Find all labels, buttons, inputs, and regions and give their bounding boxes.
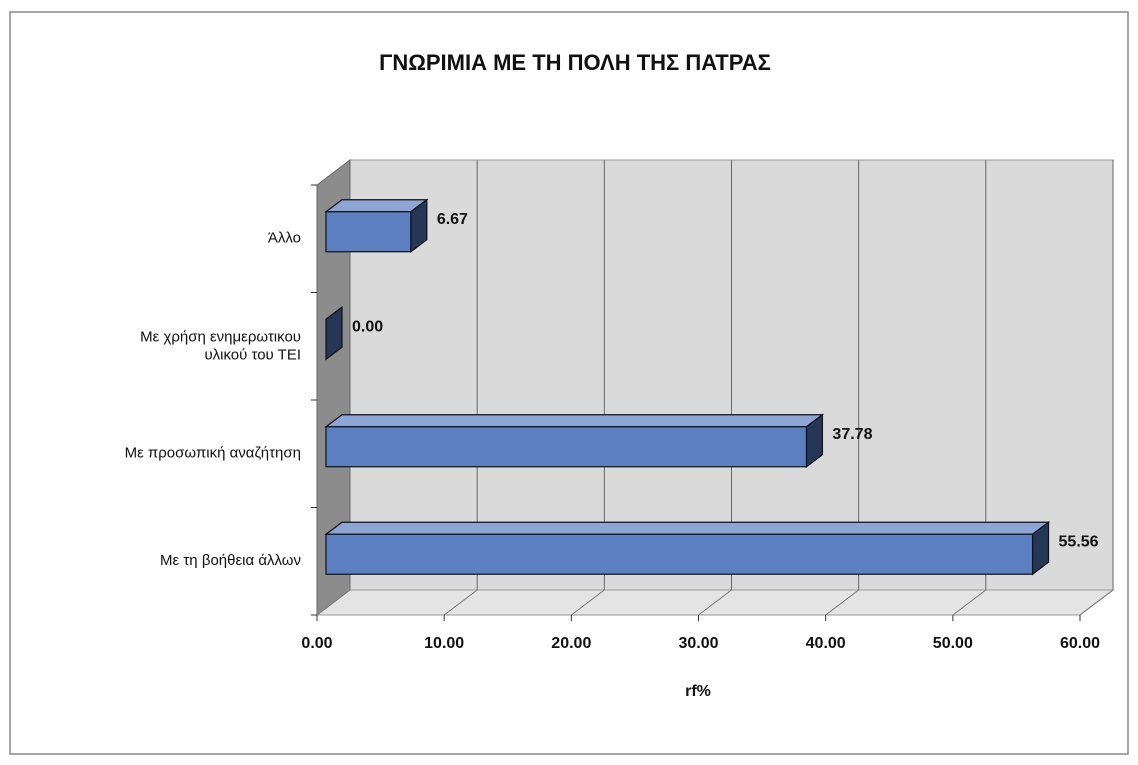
x-tick-label: 30.00 xyxy=(678,635,718,652)
value-label: 0.00 xyxy=(352,318,383,335)
y-tick-label: Με τη βοήθεια άλλων xyxy=(160,552,301,569)
bar-top xyxy=(324,199,429,213)
floor-grid-line xyxy=(316,589,351,616)
floor-grid-line xyxy=(825,589,859,616)
x-tick-label: 20.00 xyxy=(551,635,591,652)
bar xyxy=(325,211,412,253)
floor-grid-line xyxy=(571,589,605,616)
bar xyxy=(325,426,808,468)
y-tick-label: Άλλο xyxy=(268,230,301,247)
y-tick-label: Με προσωπική αναζήτηση xyxy=(125,445,301,462)
floor-grid-line xyxy=(952,589,987,616)
bar-top xyxy=(324,414,825,428)
bar-side xyxy=(325,306,343,361)
floor-grid-line xyxy=(443,589,478,616)
x-tick-label: 50.00 xyxy=(933,635,973,652)
bar xyxy=(325,533,1034,575)
value-label: 37.78 xyxy=(832,426,872,443)
floor-grid-line xyxy=(1079,589,1114,616)
chart-title: ΓΝΩΡΙΜΙΑ ΜΕ ΤΗ ΠΟΛΗ ΤΗΣ ΠΑΤΡΑΣ xyxy=(379,50,771,75)
value-label: 6.67 xyxy=(437,211,468,228)
x-tick-label: 40.00 xyxy=(806,635,846,652)
value-label: 55.56 xyxy=(1059,533,1099,550)
bar-top xyxy=(324,521,1051,535)
y-tick-label: Με χρήση ενημερωτικου υλικού του ΤΕΙ xyxy=(140,328,301,363)
x-axis-label: rf% xyxy=(685,683,711,700)
x-tick-label: 10.00 xyxy=(424,635,464,652)
x-tick-label: 60.00 xyxy=(1060,635,1100,652)
floor-grid-line xyxy=(698,589,732,616)
x-tick-label: 0.00 xyxy=(301,635,332,652)
